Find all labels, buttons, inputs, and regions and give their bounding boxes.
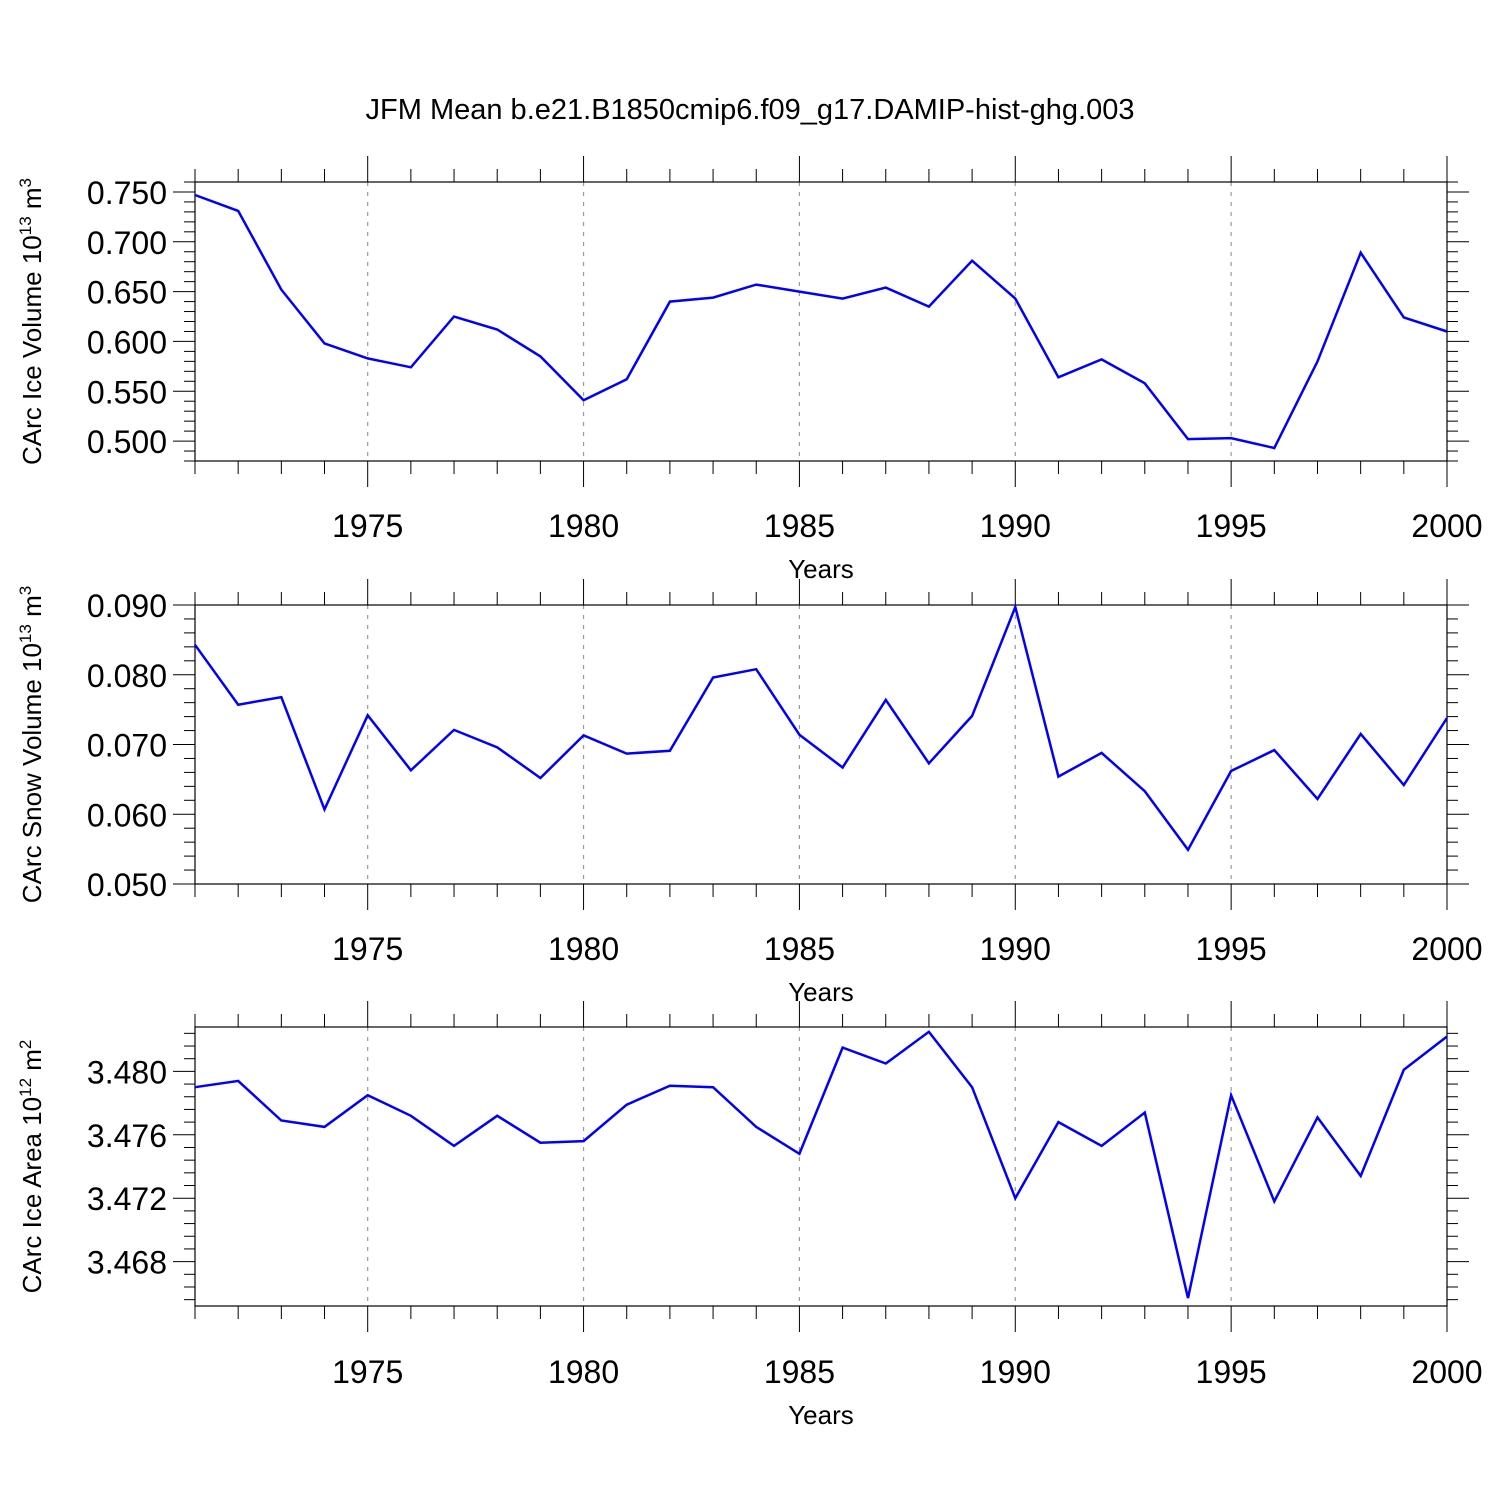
y-axis-title-exponent: 12 xyxy=(16,1078,35,1097)
series-line xyxy=(193,603,1449,853)
y-axis-title-unit: m xyxy=(17,595,47,624)
y-axis-title: CArc Ice Volume 1013 m3 xyxy=(16,178,47,465)
y-axis-title-unit-exponent: 2 xyxy=(16,1040,35,1049)
y-tick-label: 0.070 xyxy=(87,728,167,764)
y-tick-label: 0.650 xyxy=(87,275,167,311)
y-tick-label: 3.468 xyxy=(87,1245,167,1281)
x-tick-label: 2000 xyxy=(1411,931,1482,967)
plot-frame xyxy=(194,181,1448,462)
y-axis-title-prefix: CArc Snow Volume 10 xyxy=(17,643,47,903)
x-tick-label: 1980 xyxy=(548,508,619,544)
panels: 0.500 0.550 0.600 0.650 0.700 0.750 1975 1980 19… xyxy=(16,156,1483,1430)
y-tick-label: 0.500 xyxy=(87,424,167,460)
x-axis-title: Years xyxy=(788,977,854,1007)
y-axis-title-unit: m xyxy=(17,187,47,216)
series-line xyxy=(194,193,1448,450)
y-tick-label: 0.080 xyxy=(87,658,167,694)
x-tick-label: 1985 xyxy=(764,508,835,544)
y-tick-label: 0.700 xyxy=(87,225,167,261)
x-tick-label: 1990 xyxy=(980,508,1051,544)
x-axis-title: Years xyxy=(788,554,854,584)
y-axis-title: CArc Ice Area 1012 m2 xyxy=(16,1040,47,1294)
y-tick-label: 0.090 xyxy=(87,588,167,624)
x-tick-label: 1995 xyxy=(1196,931,1267,967)
x-tick-label: 2000 xyxy=(1411,508,1482,544)
x-tick-label: 1975 xyxy=(332,931,403,967)
y-axis-title: CArc Snow Volume 1013 m3 xyxy=(16,586,47,903)
x-tick-label: 2000 xyxy=(1411,1354,1482,1390)
y-axis-title-prefix: CArc Ice Area 10 xyxy=(17,1097,47,1294)
chart-panel-2: 0.050 0.060 0.070 0.080 0.090 1975 1980 1985 199… xyxy=(16,579,1483,1007)
figure-title: JFM Mean b.e21.B1850cmip6.f09_g17.DAMIP-… xyxy=(366,94,1135,126)
y-axis-title-prefix: CArc Ice Volume 10 xyxy=(17,235,47,465)
y-axis-title-unit-exponent: 3 xyxy=(16,178,35,187)
y-tick-label: 0.600 xyxy=(87,324,167,360)
plot-frame xyxy=(194,1026,1448,1307)
x-tick-label: 1980 xyxy=(548,931,619,967)
y-tick-label: 0.750 xyxy=(87,175,167,211)
y-tick-label: 3.476 xyxy=(87,1118,167,1154)
y-axis-title-unit: m xyxy=(17,1049,47,1078)
x-tick-label: 1975 xyxy=(332,508,403,544)
x-tick-label: 1975 xyxy=(332,1354,403,1390)
x-tick-label: 1985 xyxy=(764,1354,835,1390)
chart-panel-3: 3.468 3.472 3.476 3.480 1975 1980 1985 1990 1995… xyxy=(16,1001,1483,1430)
y-axis-title-exponent: 13 xyxy=(16,624,35,643)
y-tick-label: 3.480 xyxy=(87,1054,167,1090)
x-tick-label: 1990 xyxy=(980,1354,1051,1390)
chart-panel-1: 0.500 0.550 0.600 0.650 0.700 0.750 1975 1980 19… xyxy=(16,156,1483,584)
x-axis-title: Years xyxy=(788,1400,854,1430)
y-axis-title-exponent: 13 xyxy=(16,216,35,235)
y-tick-label: 0.550 xyxy=(87,374,167,410)
x-tick-label: 1980 xyxy=(548,1354,619,1390)
y-tick-label: 0.060 xyxy=(87,797,167,833)
y-tick-label: 0.050 xyxy=(87,867,167,903)
x-tick-label: 1995 xyxy=(1196,1354,1267,1390)
x-tick-label: 1990 xyxy=(980,931,1051,967)
y-tick-label: 3.472 xyxy=(87,1181,167,1217)
x-tick-label: 1985 xyxy=(764,931,835,967)
y-axis-title-unit-exponent: 3 xyxy=(16,586,35,595)
plot-frame xyxy=(194,604,1448,885)
series-line xyxy=(194,1030,1448,1299)
x-tick-label: 1995 xyxy=(1196,508,1267,544)
